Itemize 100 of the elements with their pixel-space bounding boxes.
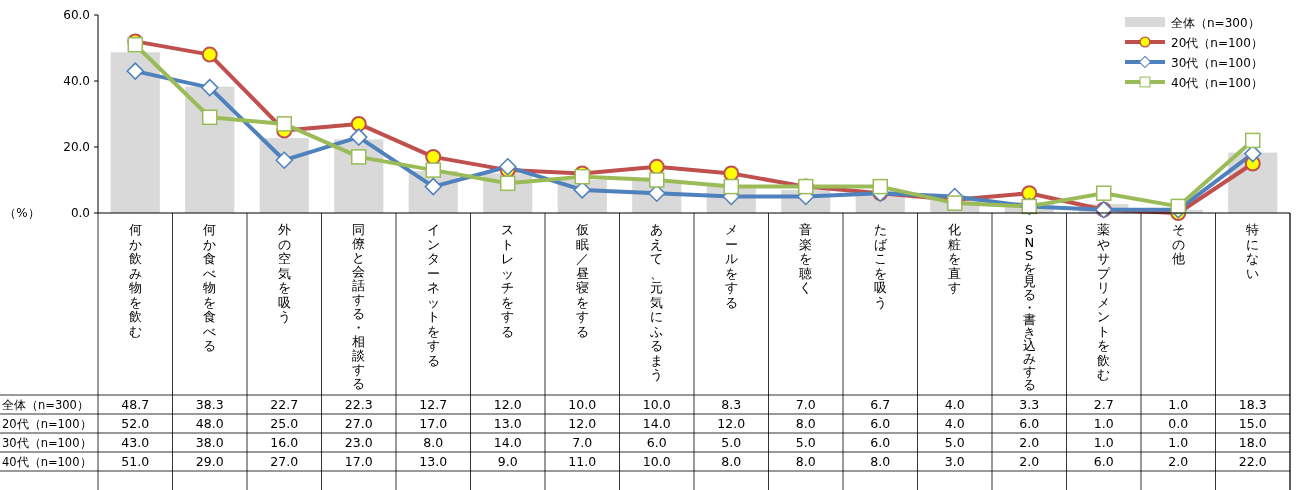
point [1245, 132, 1261, 149]
x-tick-label: 同僚と会話する・相談する [352, 222, 366, 391]
data-label: 5.0 [795, 435, 816, 450]
x-tick-label: たばこを吸う [873, 222, 887, 310]
data-label: 2.0 [1168, 454, 1189, 469]
text: 20代（n=100） [2, 417, 92, 431]
point [351, 149, 367, 165]
data-label: 12.0 [717, 416, 746, 431]
y-tick-label: 40.0 [63, 74, 90, 88]
data-label: 43.0 [121, 435, 150, 450]
point [201, 78, 219, 97]
data-label: 52.0 [121, 416, 150, 431]
data-label: 5.0 [721, 435, 742, 450]
data-label: 17.0 [419, 416, 448, 431]
data-label: 1.0 [1093, 416, 1114, 431]
data-label: 8.0 [721, 454, 742, 469]
data-label: 10.0 [642, 397, 671, 412]
point [499, 158, 517, 176]
point [276, 116, 292, 132]
data-label: 0.0 [1168, 416, 1189, 431]
data-label: 12.0 [493, 397, 522, 412]
x-tick-label: あえて、元気にふるまう [650, 222, 664, 382]
data-label: 6.0 [870, 435, 891, 450]
data-label: 7.0 [795, 397, 816, 412]
data-label: 10.0 [642, 454, 671, 469]
x-tick-label: 何か飲み物を飲む [128, 222, 142, 339]
data-label: 3.0 [944, 454, 965, 469]
x-tick-label: 何か食べ物を食べる [203, 222, 217, 353]
x-tick-label: インターネットをする [426, 222, 440, 368]
data-label: 16.0 [270, 435, 299, 450]
data-label: 12.7 [419, 397, 448, 412]
data-label: 8.0 [423, 435, 444, 450]
data-label: 22.0 [1238, 454, 1267, 469]
data-label: 6.0 [646, 435, 667, 450]
data-label: 17.0 [344, 454, 373, 469]
x-tick-label: 仮眠／昼寝をする [575, 222, 589, 339]
data-label: 22.7 [270, 397, 299, 412]
data-label: 8.0 [870, 454, 891, 469]
data-label: 18.3 [1238, 397, 1267, 412]
data-label: 2.0 [1019, 454, 1040, 469]
data-label: 48.7 [121, 397, 150, 412]
x-tick-label: その他 [1171, 222, 1185, 266]
y-tick-label: 60.0 [63, 8, 90, 22]
data-label: 38.0 [195, 435, 224, 450]
data-label: 48.0 [195, 416, 224, 431]
data-label: 8.3 [721, 397, 742, 412]
point [500, 175, 516, 192]
data-label: 23.0 [344, 435, 373, 450]
bar [259, 138, 309, 213]
data-label: 1.0 [1093, 435, 1114, 450]
point [126, 62, 144, 80]
data-label: 14.0 [642, 416, 671, 431]
data-label: 38.3 [195, 397, 224, 412]
x-tick-label: SNSを見る・書き込みする [1022, 222, 1036, 393]
data-label: 2.7 [1093, 397, 1114, 412]
x-tick-label: メールをする [724, 222, 738, 310]
data-label: 5.0 [944, 435, 965, 450]
data-label: 11.0 [568, 454, 597, 469]
data-label: 6.0 [870, 416, 891, 431]
point [202, 109, 218, 126]
data-label: 7.0 [572, 435, 593, 450]
point [201, 46, 218, 63]
legend-label: 40代（n=100） [1171, 76, 1263, 90]
point [350, 115, 367, 132]
data-label: 13.0 [493, 416, 522, 431]
legend-label: 全体（n=300） [1171, 16, 1260, 30]
data-label: 27.0 [270, 454, 299, 469]
data-label: 6.7 [870, 397, 891, 412]
x-tick-label: ストレッチをする [501, 222, 515, 339]
data-label: 25.0 [270, 416, 299, 431]
data-label: 10.0 [568, 397, 597, 412]
data-label: 18.0 [1238, 435, 1267, 450]
legend-label: 20代（n=100） [1171, 36, 1263, 50]
text: 全体（n=300） [2, 398, 89, 412]
bar [110, 52, 160, 213]
text: 30代（n=100） [2, 436, 92, 450]
y-tick-label: 0.0 [70, 206, 90, 220]
legend-label: 30代（n=100） [1171, 56, 1263, 70]
point [947, 195, 963, 211]
data-label: 12.0 [568, 416, 597, 431]
point [649, 172, 665, 188]
data-label: 4.0 [944, 397, 965, 412]
data-label: 8.0 [795, 416, 816, 431]
x-tick-label: 特にない [1246, 222, 1260, 281]
data-label: 2.0 [1019, 435, 1040, 450]
y-axis-title: （%） [4, 206, 40, 220]
data-label: 29.0 [195, 454, 224, 469]
data-label: 14.0 [493, 435, 522, 450]
data-label: 15.0 [1238, 416, 1267, 431]
point [275, 151, 293, 169]
x-tick-label: 化粧を直す [948, 222, 962, 295]
point [872, 178, 888, 195]
data-label: 22.3 [344, 397, 373, 412]
data-label: 6.0 [1093, 454, 1114, 469]
point [425, 162, 441, 178]
data-label: 6.0 [1019, 416, 1040, 431]
point [1096, 185, 1112, 201]
x-tick-label: 音楽を聴く [799, 222, 813, 295]
data-label: 8.0 [795, 454, 816, 469]
point [350, 128, 368, 146]
